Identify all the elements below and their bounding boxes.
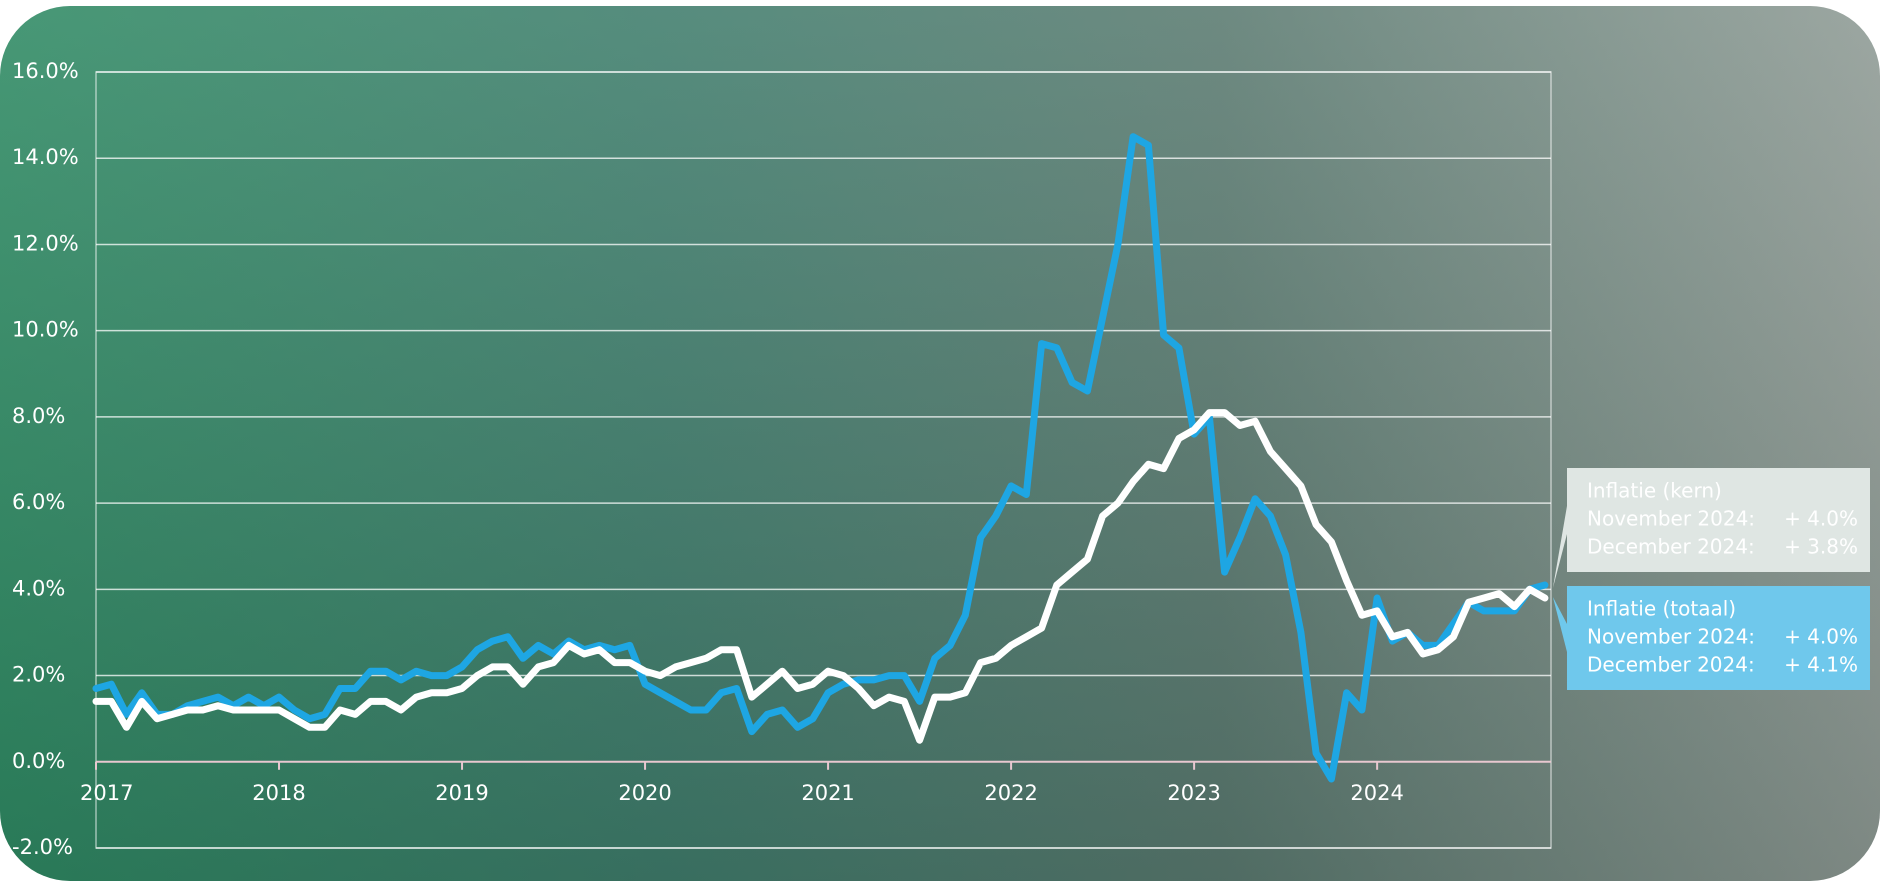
callout-pointer	[1552, 597, 1567, 652]
y-tick-label: 12.0%	[12, 231, 79, 255]
y-tick-label: 4.0%	[12, 576, 65, 600]
callout-box	[1567, 468, 1870, 572]
x-tick-label: 2023	[1167, 781, 1220, 805]
callout-row-value: + 3.8%	[1784, 535, 1858, 559]
series-line	[92, 133, 1549, 783]
y-tick-label: 10.0%	[12, 318, 79, 342]
background-shade	[0, 6, 1880, 881]
x-tick-label: 2024	[1350, 781, 1403, 805]
callout-row-label: December 2024:	[1587, 535, 1755, 559]
x-tick-label: 2019	[435, 781, 488, 805]
plot-area: -2.0% 0.0% 2.0% 4.0% 6.0% 8.0% 10.0% 12.0% 14.0%…	[12, 59, 1552, 859]
callout-row-label: November 2024:	[1587, 507, 1755, 531]
legend-label: Inflatie (totaal)	[1587, 597, 1736, 621]
x-tick-label: 2021	[801, 781, 854, 805]
x-tick-label: 2020	[618, 781, 671, 805]
callout-row-label: December 2024:	[1587, 653, 1755, 677]
y-tick-label: 6.0%	[12, 490, 65, 514]
callout-box	[1567, 586, 1870, 690]
callouts: Inflatie (kern) November 2024: + 4.0% Decem…	[1552, 468, 1870, 690]
series-line	[92, 409, 1549, 744]
y-tick-label: -2.0%	[12, 835, 73, 859]
callout-pointer	[1552, 506, 1567, 588]
y-tick-label: 16.0%	[12, 59, 79, 83]
y-tick-label: 8.0%	[12, 404, 65, 428]
legend-label: Inflatie (kern)	[1587, 479, 1722, 503]
y-tick-label: 14.0%	[12, 145, 79, 169]
callout-row-value: + 4.0%	[1784, 507, 1858, 531]
x-tick-label: 2018	[252, 781, 305, 805]
callout-row-label: November 2024:	[1587, 625, 1755, 649]
x-tick-label: 2022	[984, 781, 1037, 805]
callout-row-value: + 4.0%	[1784, 625, 1858, 649]
y-tick-label: 0.0%	[12, 749, 65, 773]
y-tick-label: 2.0%	[12, 663, 65, 687]
callout-row-value: + 4.1%	[1784, 653, 1858, 677]
x-tick-label: 2017	[80, 781, 133, 805]
